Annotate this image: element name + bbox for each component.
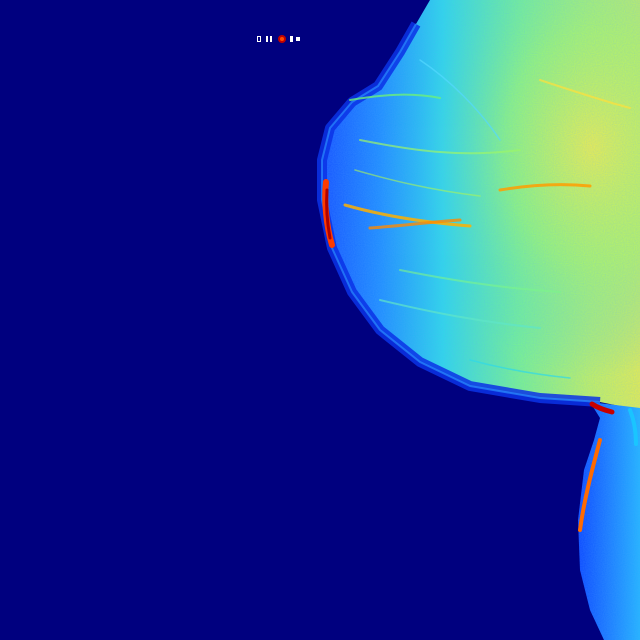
marker-artifact-icon (257, 35, 300, 43)
tissue-strands (343, 59, 631, 379)
